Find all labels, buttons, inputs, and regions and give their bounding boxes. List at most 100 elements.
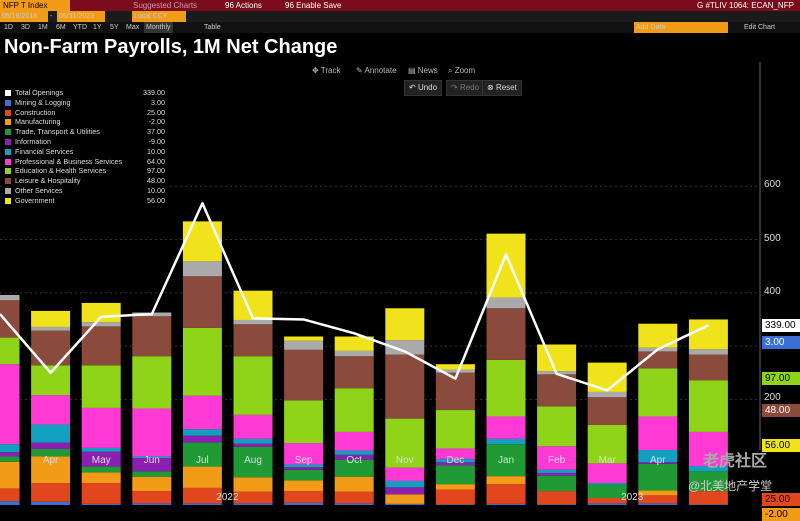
period-1y[interactable]: 1Y (93, 24, 102, 31)
legend-label: Education & Health Services (15, 166, 107, 176)
table-button[interactable]: Table (204, 24, 221, 31)
bar-segment-apr-1-s2 (31, 456, 71, 484)
bar-segment-mar-12-s0 (587, 503, 627, 505)
currency-select[interactable]: Local CCY (132, 11, 186, 22)
terminal-toolbar: NFP T Index Suggested Charts 96 Actions … (0, 0, 800, 11)
bar-segment-sep-6-s2 (284, 480, 324, 492)
undo-button[interactable]: ↶ Undo (404, 80, 443, 96)
bar-segment-aug-5-s7 (233, 356, 273, 415)
legend-label: Financial Services (15, 146, 74, 156)
bar-segment-apr-1-s7 (31, 365, 71, 396)
period-5y[interactable]: 5Y (110, 24, 119, 31)
right-value-tag: 56.00 (762, 438, 800, 452)
bar-segment-mar-12-s6 (587, 463, 627, 484)
year-label: 2023 (621, 492, 644, 503)
bar-segment-aug-5-s8 (233, 324, 273, 357)
bar-segment-oct-7-s1 (334, 491, 374, 504)
legend-label: Leisure & Hospitality (15, 176, 81, 186)
legend-item[interactable]: Manufacturing -2.00 (5, 117, 165, 127)
bar-segment-apr-1-s4 (31, 442, 71, 449)
bar-segment-mar-12-s3 (587, 484, 627, 499)
legend-label: Mining & Logging (15, 97, 71, 107)
bar-segment-mar-0-s0 (0, 501, 20, 505)
bar-segment-oct-7-s2 (334, 476, 374, 492)
enable-save-button[interactable]: 96 Enable Save (285, 1, 342, 10)
year-label: 2022 (216, 492, 239, 503)
legend-value: 48.00 (147, 176, 165, 186)
bar-segment-mar-0-s4 (0, 452, 20, 457)
bar-segment-mar-12-s8 (587, 397, 627, 425)
bar-segment-mar-0-s3 (0, 456, 20, 462)
frequency-select[interactable]: Monthly (144, 22, 173, 33)
bar-segment-apr-13-s0 (638, 503, 678, 505)
date-range-bar: 05/18/2018 - 05/31/2023 Local CCY (0, 11, 800, 22)
start-date-field[interactable]: 05/18/2018 (0, 11, 48, 22)
legend-item[interactable]: Financial Services 10.00 (5, 147, 165, 157)
bar-segment-sep-6-s0 (284, 502, 324, 505)
legend-item[interactable]: Professional & Business Services 64.00 (5, 157, 165, 167)
legend-value: 25.00 (147, 107, 165, 117)
period-1m[interactable]: 1M (38, 24, 48, 31)
bar-segment-oct-7-s0 (334, 503, 374, 505)
period-max[interactable]: Max (126, 24, 140, 31)
legend-swatch (5, 168, 11, 175)
reset-button[interactable]: ⊗ Reset (482, 80, 522, 96)
bar-segment-jul-4-s0 (182, 503, 222, 505)
track-tool[interactable]: ✥ Track (312, 66, 341, 75)
end-date-field[interactable]: 05/31/2023 (57, 11, 105, 22)
bar-segment-jul-4-s6 (182, 395, 222, 430)
bar-segment-mar-0-s1 (0, 488, 20, 502)
bar-segment-aug-5-s3 (233, 446, 273, 478)
x-tick-label: Apr (650, 455, 666, 466)
zoom-tool[interactable]: ⌕ Zoom (448, 66, 476, 75)
suggested-charts-button[interactable]: Suggested Charts (133, 1, 198, 10)
bar-stacks (0, 221, 728, 505)
chart-id: G #TLIV 1064: ECAN_NFP (697, 1, 794, 10)
ticker-field[interactable]: NFP T Index (0, 0, 70, 11)
bar-segment-nov-8-s5 (385, 480, 425, 488)
bar-segment-aug-5-s2 (233, 477, 273, 492)
legend-item[interactable]: Mining & Logging 3.00 (5, 98, 165, 108)
bar-segment-jan-10-s9 (486, 297, 526, 309)
actions-menu[interactable]: 96 Actions (225, 1, 262, 10)
bar-segment-may-2-s4 (81, 451, 121, 467)
bar-segment-aug-5-s4 (233, 443, 273, 447)
legend-item[interactable]: Leisure & Hospitality 48.00 (5, 176, 165, 186)
bar-segment-nov-8-s2 (385, 494, 425, 504)
legend-item[interactable]: Total Openings 339.00 (5, 88, 165, 98)
bar-segment-aug-5-s10 (233, 290, 273, 320)
bar-segment-may-14-s9 (688, 349, 728, 355)
bar-segment-may-2-s2 (81, 472, 121, 484)
bar-segment-may-14-s3 (688, 471, 728, 492)
bar-segment-may-14-s1 (688, 491, 728, 505)
bar-segment-apr-13-s1 (638, 495, 678, 504)
legend-item[interactable]: Construction 25.00 (5, 108, 165, 118)
period-3d[interactable]: 3D (21, 24, 30, 31)
chart-title: Non-Farm Payrolls, 1M Net Change (4, 36, 338, 58)
bar-segment-feb-11-s8 (537, 374, 577, 407)
bar-segment-jun-3-s8 (132, 316, 172, 357)
legend-item[interactable]: Education & Health Services 97.00 (5, 166, 165, 176)
bar-segment-sep-6-s1 (284, 491, 324, 503)
annotate-tool[interactable]: ✎ Annotate (356, 66, 397, 75)
add-data-field[interactable]: Add Data (634, 22, 728, 33)
bar-segment-oct-7-s5 (334, 450, 374, 455)
news-tool[interactable]: ▤ News (408, 66, 438, 75)
edit-chart-button[interactable]: Edit Chart (744, 24, 776, 31)
period-6m[interactable]: 6M (56, 24, 66, 31)
legend-item[interactable]: Government 56.00 (5, 196, 165, 206)
x-tick-label: Jul (195, 455, 209, 466)
legend-item[interactable]: Information -9.00 (5, 137, 165, 147)
bar-segment-may-14-s10 (688, 319, 728, 350)
legend-item[interactable]: Other Services 10.00 (5, 186, 165, 196)
bar-segment-apr-13-s2 (638, 490, 678, 496)
bar-segment-oct-7-s4 (334, 454, 374, 460)
period-1d[interactable]: 1D (4, 24, 13, 31)
redo-button[interactable]: ↷ Redo (446, 80, 485, 96)
bar-segment-jul-4-s8 (182, 276, 222, 328)
legend-item[interactable]: Trade, Transport & Utilities 37.00 (5, 127, 165, 137)
bar-segment-mar-12-s9 (587, 391, 627, 398)
period-ytd[interactable]: YTD (73, 24, 87, 31)
legend-swatch (5, 188, 11, 194)
bar-segment-mar-0-s7 (0, 337, 20, 365)
